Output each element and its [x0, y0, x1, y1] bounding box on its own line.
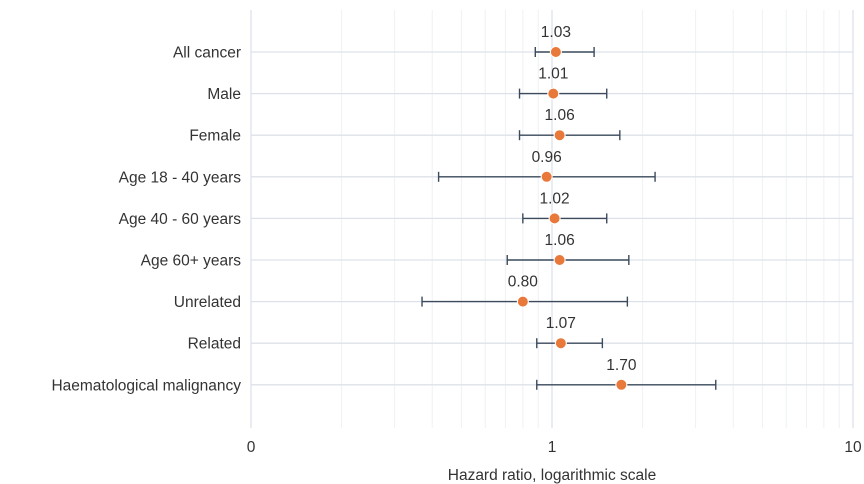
point-estimate — [553, 129, 566, 142]
category-label: Male — [207, 86, 241, 103]
category-label: Age 40 - 60 years — [119, 211, 242, 228]
category-label: Haematological malignancy — [51, 377, 241, 394]
data-label: 0.96 — [532, 149, 562, 166]
data-label: 1.03 — [541, 24, 571, 41]
data-label: 1.70 — [606, 357, 637, 374]
point-estimate — [516, 295, 529, 308]
data-label: 1.07 — [546, 315, 576, 332]
category-label: Age 18 - 40 years — [119, 169, 242, 186]
x-axis-title: Hazard ratio, logarithmic scale — [448, 467, 656, 484]
data-label: 1.06 — [545, 107, 575, 124]
x-tick-label: 0 — [247, 439, 256, 456]
data-label: 1.06 — [545, 232, 575, 249]
x-axis-ticks: 0 1 10 — [247, 439, 862, 456]
point-estimate — [540, 170, 553, 183]
point-estimate — [615, 378, 628, 391]
x-tick-label: 1 — [548, 439, 557, 456]
point-estimate — [548, 212, 561, 225]
x-tick-label: 10 — [844, 439, 862, 456]
category-label: Unrelated — [174, 294, 241, 311]
point-estimate — [553, 254, 566, 266]
data-label: 1.02 — [540, 190, 570, 207]
category-label: All cancer — [173, 45, 241, 62]
estimates: 1.03 1.01 1.06 0.96 1.02 1.06 0.80 1.07 1.70 — [421, 24, 717, 391]
y-axis-categories: All cancer Male Female Age 18 - 40 years Age… — [51, 45, 241, 395]
category-label: Related — [188, 336, 241, 353]
category-label: Female — [189, 128, 241, 145]
point-estimate — [554, 337, 567, 350]
data-label: 1.01 — [538, 66, 568, 83]
category-label: Age 60+ years — [141, 253, 242, 270]
point-estimate — [547, 87, 560, 100]
data-label: 0.80 — [508, 274, 539, 291]
point-estimate — [549, 46, 562, 58]
